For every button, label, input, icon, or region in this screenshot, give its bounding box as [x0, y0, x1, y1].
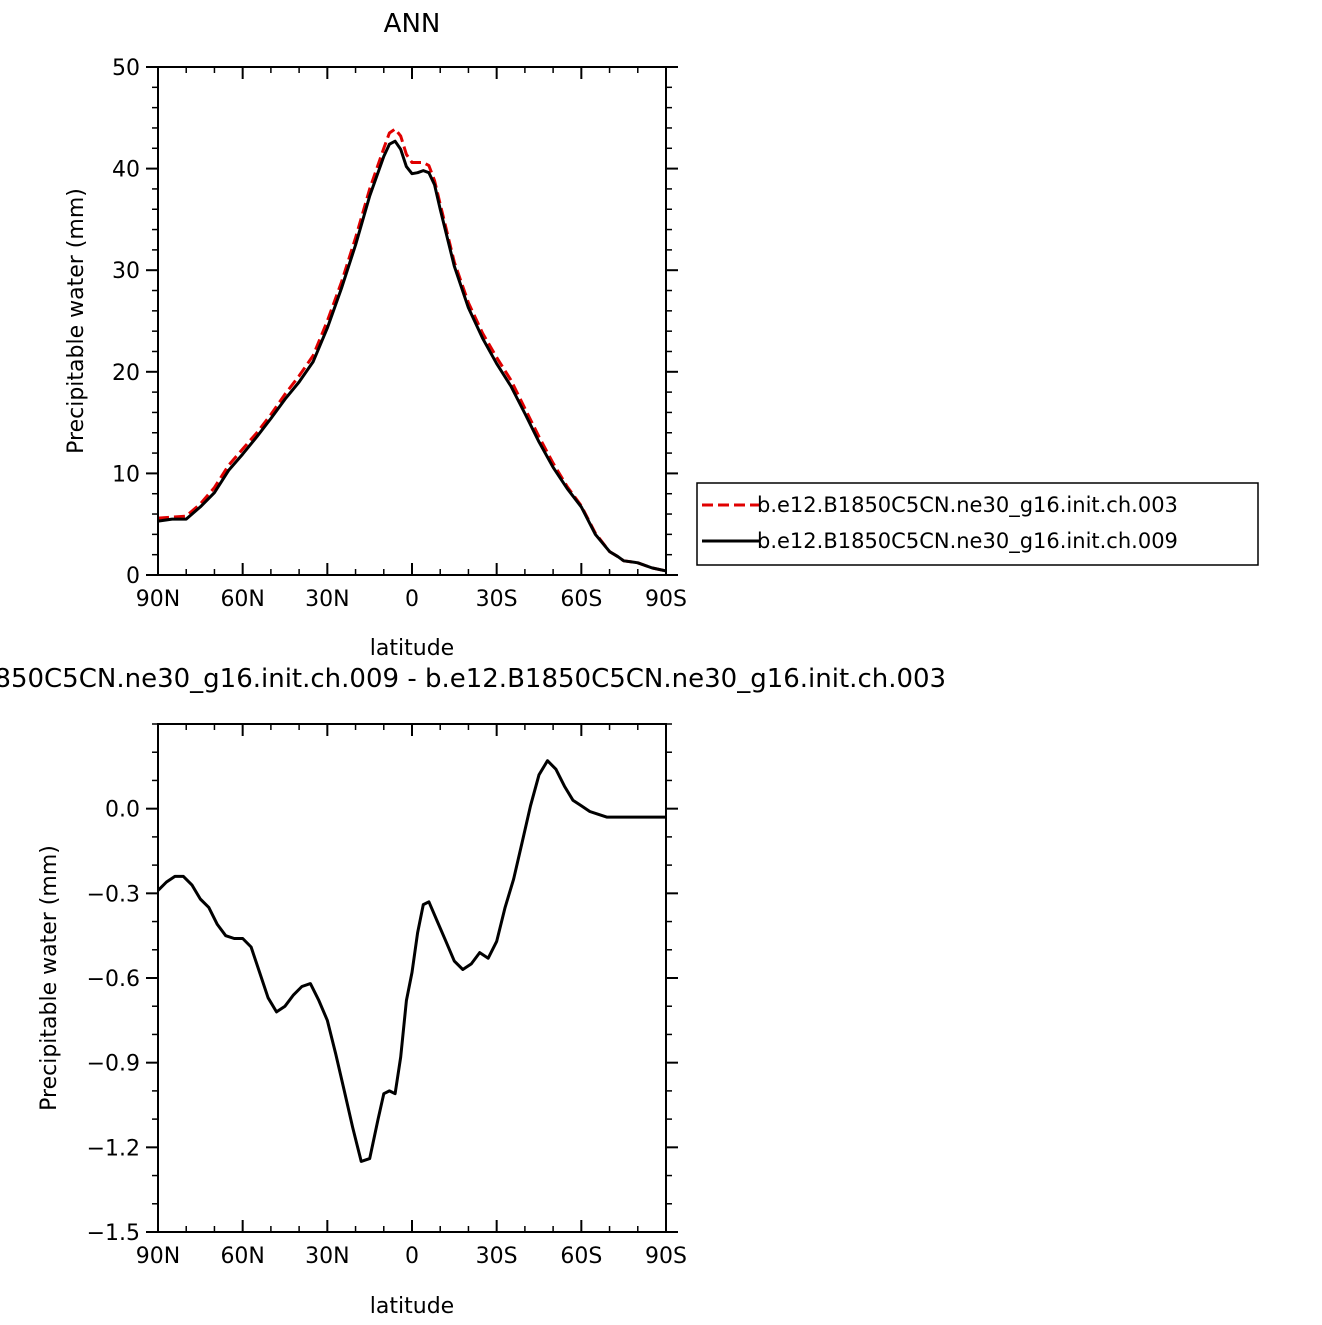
x-tick-label: 60N — [220, 1244, 264, 1269]
x-tick-label: 90S — [645, 1244, 687, 1269]
y-axis-label: Precipitable water (mm) — [64, 188, 89, 454]
x-tick-label: 30S — [476, 587, 518, 612]
chart-title: b.e12.B1850C5CN.ne30_g16.init.ch.009 - b… — [0, 664, 946, 694]
plot-area: 90N 60N 30N 0 30S 60S 90S 0 10 20 30 40 50 — [112, 56, 687, 612]
y-axis-label: Precipitable water (mm) — [37, 845, 62, 1111]
y-tick-label: −1.2 — [87, 1136, 140, 1161]
x-tick-label: 0 — [405, 587, 419, 612]
legend-label-series-1: b.e12.B1850C5CN.ne30_g16.init.ch.003 — [757, 493, 1178, 518]
series-line-2 — [158, 139, 666, 573]
series-line-1 — [158, 127, 666, 573]
legend-label-series-2: b.e12.B1850C5CN.ne30_g16.init.ch.009 — [757, 529, 1178, 554]
y-tick-label: 50 — [112, 56, 140, 81]
x-tick-label: 30N — [305, 587, 349, 612]
chart-title: ANN — [384, 9, 441, 39]
x-axis-label: latitude — [370, 1294, 454, 1319]
legend: b.e12.B1850C5CN.ne30_g16.init.ch.003 b.e… — [696, 482, 1259, 566]
y-tick-label: −1.5 — [87, 1221, 140, 1246]
x-tick-label: 60S — [560, 1244, 602, 1269]
x-tick-label: 0 — [405, 1244, 419, 1269]
x-tick-label: 90N — [136, 1244, 180, 1269]
legend-box — [696, 482, 1259, 566]
x-tick-label: 60S — [560, 587, 602, 612]
x-tick-label: 30S — [476, 1244, 518, 1269]
x-tick-label: 90S — [645, 587, 687, 612]
y-tick-label: 20 — [112, 361, 140, 386]
chart-precipitable-water-annual: ANN 90N 60N 30N 0 30S 60S 90S 0 10 20 30 40 50 latit… — [64, 9, 1259, 661]
y-tick-label: −0.9 — [87, 1052, 140, 1077]
y-tick-label: 40 — [112, 158, 140, 183]
series-line-1 — [158, 759, 666, 1163]
plot-frame — [157, 66, 667, 576]
chart-precipitable-water-difference: b.e12.B1850C5CN.ne30_g16.init.ch.009 - b… — [0, 664, 946, 1319]
y-tick-label: 0 — [126, 564, 140, 589]
x-tick-label: 90N — [136, 587, 180, 612]
x-tick-label: 60N — [220, 587, 264, 612]
x-tick-label: 30N — [305, 1244, 349, 1269]
y-tick-label: 0.0 — [105, 798, 140, 823]
y-tick-label: −0.6 — [87, 967, 140, 992]
x-axis-label: latitude — [370, 636, 454, 661]
y-tick-label: 10 — [112, 462, 140, 487]
y-tick-label: 30 — [112, 259, 140, 284]
plot-area: 90N 60N 30N 0 30S 60S 90S −1.5 −1.2 −0.9 −0.6 −0.3 0… — [87, 723, 687, 1269]
y-tick-label: −0.3 — [87, 882, 140, 907]
